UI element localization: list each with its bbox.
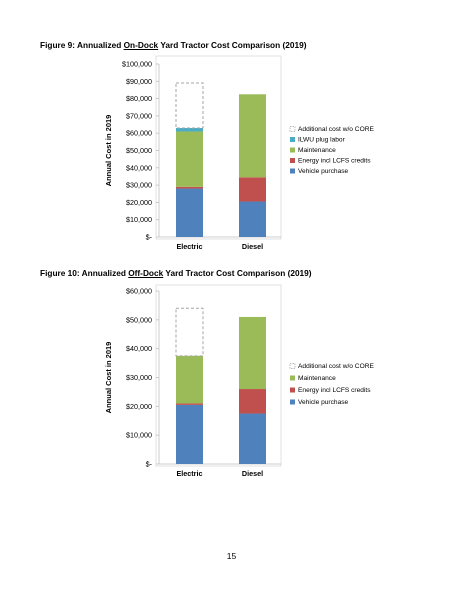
- figure-9-caption-underlined: On-Dock: [123, 40, 159, 50]
- chart-2-legend-label: Additional cost w/o CORE: [298, 363, 374, 370]
- chart-2-y-tick-label: $10,000: [126, 431, 152, 440]
- figure-10-caption: Figure 10: Annualized Off-Dock Yard Trac…: [40, 268, 312, 278]
- figure-9-caption-suffix: Yard Tractor Cost Comparison (2019): [158, 40, 307, 50]
- chart-1-y-tick-label: $90,000: [126, 77, 152, 86]
- chart-2-bar-electric-vehicle-purchase: [176, 404, 203, 464]
- chart-2-bar-diesel-energy-incl-lcfs-credits: [239, 389, 266, 414]
- chart-1-y-tick-label: $80,000: [126, 94, 152, 103]
- chart-2-plot-area: [155, 284, 282, 467]
- figure-10-caption-underlined: Off-Dock: [128, 268, 164, 278]
- chart-1-y-tick-label: $40,000: [126, 163, 152, 172]
- chart-2-y-tick-label: $40,000: [126, 344, 152, 353]
- chart-1-legend-swatch: [289, 126, 296, 132]
- chart-2-legend-swatch: [290, 375, 295, 381]
- chart-1-bar-electric-ilwu-plug-labor: [176, 128, 203, 132]
- chart-1-legend-label: Energy incl LCFS credits: [298, 158, 371, 165]
- chart-2-legend-swatch: [290, 387, 295, 393]
- chart-2-legend-label: Energy incl LCFS credits: [298, 387, 371, 394]
- page-number: 15: [226, 551, 237, 561]
- chart-2-legend-swatch: [290, 399, 295, 405]
- chart-1-legend-label: ILWU plug labor: [298, 137, 346, 144]
- chart-1-bar-electric-additional-cost-w-o-core: [175, 82, 204, 129]
- chart-1-y-tick-label: $50,000: [126, 146, 152, 155]
- figure-9-caption: Figure 9: Annualized On-Dock Yard Tracto…: [40, 40, 307, 50]
- chart-2-y-tick-label: $-: [146, 460, 153, 469]
- chart-1-y-tick-label: $10,000: [126, 215, 152, 224]
- chart-1-legend-label: Vehicle purchase: [298, 168, 349, 175]
- chart-2-x-tick-label-diesel: Diesel: [242, 469, 263, 478]
- chart-1-bar-diesel-maintenance: [239, 94, 266, 178]
- chart-1-bar-diesel-vehicle-purchase: [239, 201, 266, 237]
- chart-1-y-tick-label: $-: [146, 233, 153, 242]
- chart-1-bar-diesel-energy-incl-lcfs-credits: [239, 177, 266, 202]
- chart-1-legend-swatch: [290, 158, 295, 163]
- figure-9-caption-prefix: Figure 9: Annualized: [40, 40, 124, 50]
- chart-2-y-tick-label: $20,000: [126, 402, 152, 411]
- chart-1-plot-area: [155, 55, 282, 240]
- chart-1-legend-swatch: [290, 147, 295, 153]
- chart-1-y-tick-label: $100,000: [122, 60, 152, 69]
- chart-1-legend-swatch: [290, 168, 295, 174]
- chart-2-bar-electric-additional-cost-w-o-core: [175, 307, 204, 357]
- chart-2-legend: Additional cost w/o CORE Maintenance Energ…: [289, 363, 374, 406]
- chart-1-y-tick-label: $30,000: [126, 181, 152, 190]
- chart-1-bar-electric-maintenance: [176, 131, 203, 187]
- chart-1-legend-swatch: [290, 137, 295, 142]
- chart-2: $- $10,000 $20,000 $30,000 $40,000 $50,000 $60…: [104, 284, 374, 478]
- chart-2-legend-label: Vehicle purchase: [298, 399, 349, 406]
- chart-1-bar-electric-energy-incl-lcfs-credits: [176, 186, 203, 189]
- chart-1-x-tick-label-diesel: Diesel: [242, 242, 263, 251]
- chart-2-bar-electric-maintenance: [176, 355, 203, 404]
- chart-1-bar-electric-vehicle-purchase: [176, 188, 203, 237]
- chart-1-y-tick-label: $20,000: [126, 198, 152, 207]
- chart-2-x-tick-label-electric: Electric: [177, 469, 203, 478]
- chart-2-bar-diesel-vehicle-purchase: [239, 413, 266, 464]
- figure-10-caption-suffix: Yard Tractor Cost Comparison (2019): [163, 268, 312, 278]
- chart-1-y-axis-title: Annual Cost in 2019: [104, 115, 113, 187]
- chart-1-y-tick-label: $70,000: [126, 111, 152, 120]
- chart-2-y-tick-label: $50,000: [126, 315, 152, 324]
- chart-1-y-tick-label: $60,000: [126, 129, 152, 138]
- figure-10-caption-prefix: Figure 10: Annualized: [40, 268, 129, 278]
- chart-2-bar-diesel-maintenance: [239, 316, 266, 390]
- chart-2-legend-label: Maintenance: [298, 375, 336, 382]
- chart-2-y-tick-label: $60,000: [126, 287, 152, 296]
- chart-2-legend-swatch: [289, 363, 296, 369]
- chart-2-bar-electric-energy-incl-lcfs-credits: [176, 403, 203, 405]
- chart-1-legend: Additional cost w/o CORE ILWU plug labor M…: [289, 126, 374, 175]
- chart-1-x-tick-label-electric: Electric: [177, 242, 203, 251]
- chart-1-legend-label: Additional cost w/o CORE: [298, 126, 374, 133]
- chart-2-y-axis-title: Annual Cost in 2019: [104, 342, 113, 414]
- chart-1: $- $10,000 $20,000 $30,000 $40,000 $50,000 $60…: [104, 55, 374, 251]
- chart-1-legend-label: Maintenance: [298, 147, 336, 154]
- chart-2-y-tick-label: $30,000: [126, 373, 152, 382]
